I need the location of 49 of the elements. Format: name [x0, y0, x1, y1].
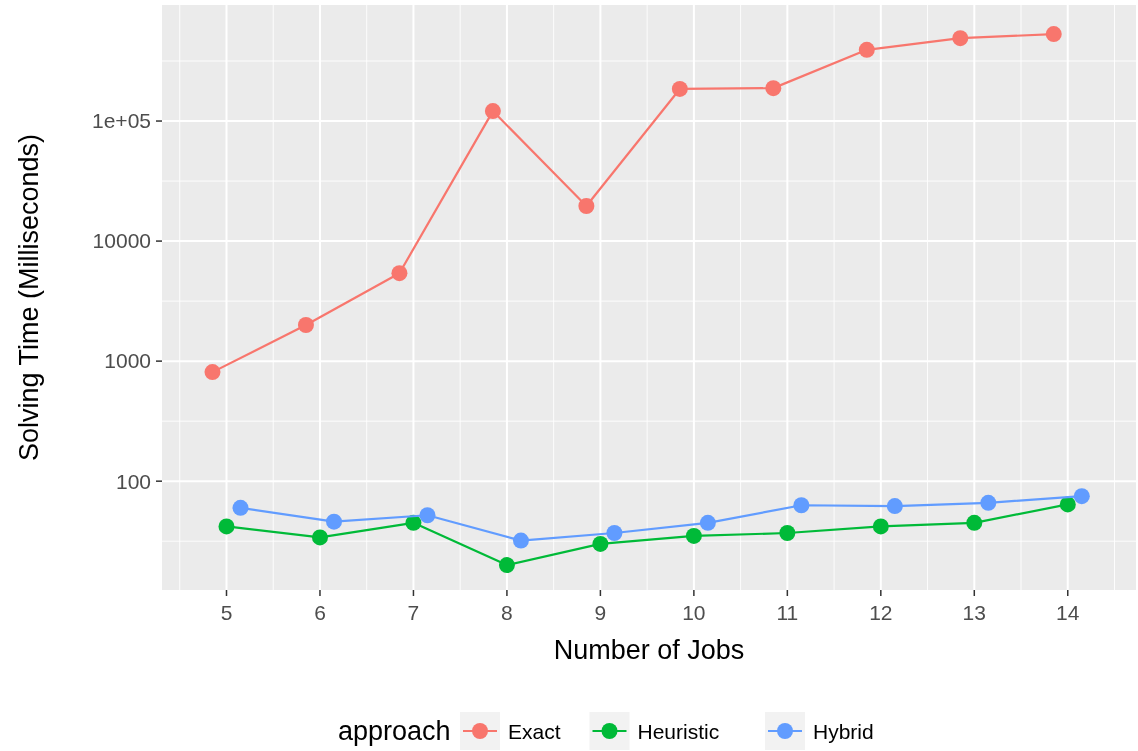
x-tick-label: 13 [962, 601, 986, 624]
point [858, 41, 875, 58]
x-tick-label: 7 [407, 601, 420, 624]
y-axis-title: Solving Time (Milliseconds) [14, 133, 44, 462]
point [512, 532, 529, 549]
y-tick-label: 1e+05 [92, 109, 151, 133]
x-tick-label: 11 [776, 601, 799, 624]
x-tick-label: 10 [682, 601, 706, 624]
point [699, 514, 716, 531]
point [980, 494, 997, 511]
x-tick-label: 8 [501, 601, 513, 624]
legend-title: approach [338, 716, 451, 746]
legend-label: Heuristic [637, 720, 720, 743]
x-tick-label: 14 [1056, 601, 1080, 624]
point [793, 497, 810, 514]
point [1045, 26, 1062, 43]
point [419, 507, 436, 524]
point [886, 498, 903, 515]
point [765, 80, 782, 97]
x-tick-label: 12 [869, 601, 893, 624]
point [952, 30, 969, 47]
point [685, 527, 702, 544]
y-tick-label: 1000 [104, 349, 151, 373]
point [966, 514, 983, 531]
point [391, 265, 408, 282]
point [325, 513, 342, 530]
y-tick-label: 10000 [92, 229, 151, 253]
point [218, 518, 235, 535]
point [297, 316, 314, 333]
y-tick-label: 100 [115, 469, 151, 493]
point [232, 499, 249, 516]
point [592, 535, 609, 552]
point [872, 518, 889, 535]
point [1059, 496, 1076, 513]
x-tick-label: 6 [314, 601, 326, 624]
point [311, 529, 328, 546]
point [1073, 488, 1090, 505]
x-axis-title: Number of Jobs [553, 635, 745, 665]
point [779, 525, 796, 542]
point [204, 364, 221, 381]
point [498, 557, 515, 574]
x-tick-label: 5 [220, 601, 233, 624]
legend-label: Exact [508, 720, 561, 743]
point [671, 80, 688, 97]
legend-label: Hybrid [813, 720, 874, 743]
point [578, 198, 595, 214]
x-tick-label: 9 [594, 601, 607, 624]
point [484, 103, 501, 120]
point [606, 525, 623, 542]
